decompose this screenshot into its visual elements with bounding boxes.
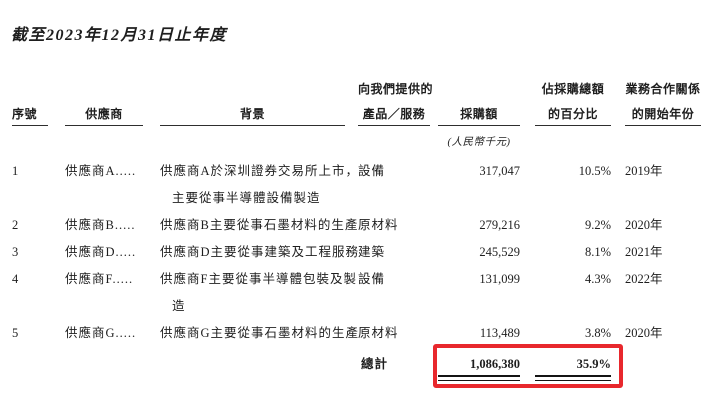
- row-amount: 279,216: [479, 218, 520, 232]
- row-background: 供應商A於深圳證券交易所上市，: [160, 164, 360, 178]
- header-rule-index: [12, 125, 48, 126]
- row-background: 供應商F主要從事半導體包裝及製: [160, 272, 357, 286]
- total-amount-double-rule: [438, 380, 520, 381]
- row-supplier: 供應商F.....: [65, 272, 134, 286]
- header-rule-year: [625, 125, 701, 126]
- header-year-line1: 業務合作關係: [625, 82, 701, 96]
- row-percentage: 3.8%: [584, 326, 611, 340]
- row-product: 原材料: [358, 326, 399, 340]
- total-percentage-double-rule: [535, 375, 611, 377]
- row-index: 4: [12, 272, 19, 286]
- table-total-row: 總計 1,086,380 35.9%: [0, 356, 703, 373]
- row-percentage: 10.5%: [578, 164, 611, 178]
- total-amount: 1,086,380: [470, 357, 520, 371]
- row-year: 2022年: [625, 272, 663, 286]
- table-row: 4 供應商F..... 供應商F主要從事半導體包裝及製 設備 131,099 4…: [0, 271, 703, 288]
- row-amount: 245,529: [479, 245, 520, 259]
- table-header-row-2: 序號 供應商 背景 產品／服務 採購額 的百分比 的開始年份: [0, 106, 703, 123]
- header-rule-percentage: [535, 125, 611, 126]
- row-supplier: 供應商B.....: [65, 218, 136, 232]
- row-amount: 131,099: [479, 272, 520, 286]
- row-percentage: 4.3%: [584, 272, 611, 286]
- row-product: 建築: [358, 245, 386, 259]
- header-percentage-line2: 的百分比: [547, 107, 598, 121]
- section-title: 截至2023年12月31日止年度: [11, 27, 228, 44]
- header-year-line2: 的開始年份: [631, 107, 695, 121]
- row-amount: 113,489: [479, 326, 520, 340]
- row-background: 供應商D主要從事建築及工程服務: [160, 245, 360, 259]
- header-percentage-line1: 佔採購總額: [541, 82, 605, 96]
- row-product: 設備: [358, 272, 386, 286]
- table-header-row-1: 向我們提供的 佔採購總額 業務合作關係: [0, 81, 703, 98]
- row-index: 1: [12, 164, 19, 178]
- header-amount: 採購額: [460, 107, 498, 121]
- total-label: 總計: [361, 357, 389, 371]
- total-highlight-box: [433, 344, 623, 388]
- row-percentage: 9.2%: [584, 218, 611, 232]
- row-background: 供應商B主要從事石墨材料的生產: [160, 218, 359, 232]
- table-row-continuation: 造: [0, 298, 703, 315]
- row-background: 供應商G主要從事石墨材料的生產: [160, 326, 360, 340]
- header-index: 序號: [12, 107, 38, 121]
- row-index: 5: [12, 326, 19, 340]
- total-percentage-double-rule: [535, 380, 611, 381]
- row-supplier: 供應商D.....: [65, 245, 137, 259]
- row-index: 2: [12, 218, 19, 232]
- header-product-line2: 產品／服務: [362, 107, 426, 121]
- row-product: 設備: [358, 164, 386, 178]
- header-rule-background: [160, 125, 345, 126]
- row-year: 2021年: [625, 245, 663, 259]
- header-rule-amount: [438, 125, 520, 126]
- header-rule-supplier: [65, 125, 143, 126]
- row-year: 2020年: [625, 326, 663, 340]
- row-amount: 317,047: [479, 164, 520, 178]
- table-row-continuation: 主要從事半導體設備製造: [0, 190, 703, 207]
- table-row: 5 供應商G..... 供應商G主要從事石墨材料的生產 原材料 113,489 …: [0, 325, 703, 342]
- row-supplier: 供應商A.....: [65, 164, 137, 178]
- row-supplier: 供應商G.....: [65, 326, 137, 340]
- header-background: 背景: [239, 107, 265, 121]
- row-year: 2020年: [625, 218, 663, 232]
- total-amount-double-rule: [438, 375, 520, 377]
- header-rule-product: [358, 125, 430, 126]
- total-percentage: 35.9%: [576, 357, 611, 371]
- row-index: 3: [12, 245, 19, 259]
- amount-unit-note: (人民幣千元): [447, 137, 511, 148]
- header-supplier: 供應商: [85, 107, 123, 121]
- row-background-line2: 主要從事半導體設備製造: [172, 191, 321, 205]
- table-row: 2 供應商B..... 供應商B主要從事石墨材料的生產 原材料 279,216 …: [0, 217, 703, 234]
- header-product-line1: 向我們提供的: [358, 82, 434, 96]
- row-product: 原材料: [358, 218, 399, 232]
- row-year: 2019年: [625, 164, 663, 178]
- table-row: 3 供應商D..... 供應商D主要從事建築及工程服務 建築 245,529 8…: [0, 244, 703, 261]
- row-percentage: 8.1%: [584, 245, 611, 259]
- table-row: 1 供應商A..... 供應商A於深圳證券交易所上市， 設備 317,047 1…: [0, 163, 703, 180]
- row-background-line2: 造: [172, 299, 186, 313]
